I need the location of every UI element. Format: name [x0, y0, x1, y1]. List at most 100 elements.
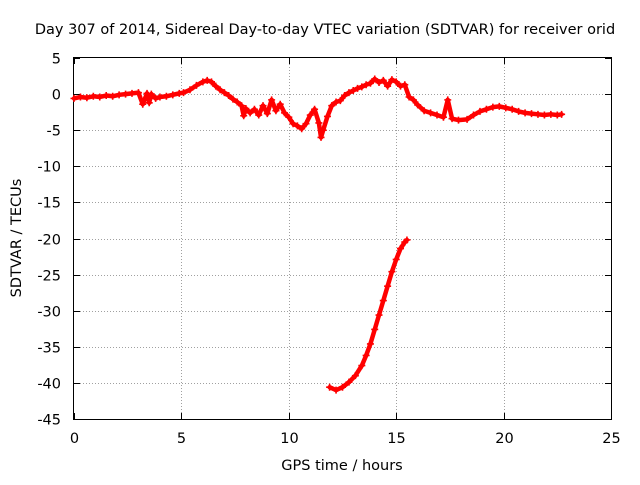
- data-point-marker: [448, 115, 456, 123]
- y-tick-label: 5: [52, 52, 61, 68]
- y-axis-label: SDTVAR / TECUs: [9, 179, 25, 298]
- data-point-marker: [289, 120, 297, 128]
- data-point-marker: [96, 93, 104, 101]
- data-point-marker: [259, 102, 267, 110]
- data-point-marker: [332, 386, 340, 394]
- y-tick-label: -45: [37, 413, 61, 429]
- data-point-marker: [328, 102, 336, 110]
- data-point-marker: [203, 76, 211, 84]
- data-point-marker: [403, 236, 411, 244]
- data-point-marker: [476, 107, 484, 115]
- data-point-marker: [540, 111, 548, 119]
- data-point-marker: [169, 91, 177, 99]
- data-point-marker: [495, 102, 503, 110]
- data-point-marker: [371, 325, 379, 333]
- data-point-marker: [482, 105, 490, 113]
- data-point-marker: [388, 76, 396, 84]
- data-point-marker: [192, 81, 200, 89]
- data-point-marker: [156, 93, 164, 101]
- data-point-marker: [220, 89, 228, 97]
- data-point-marker: [109, 92, 117, 100]
- data-point-marker: [162, 92, 170, 100]
- y-tick-label: -20: [37, 233, 61, 249]
- data-point-marker: [233, 98, 241, 106]
- data-point-marker: [396, 245, 404, 253]
- data-point-marker: [315, 119, 323, 127]
- data-point-marker: [216, 86, 224, 94]
- y-tick-label: -30: [37, 305, 61, 321]
- data-point-marker: [134, 89, 142, 97]
- chart-title: Day 307 of 2014, Sidereal Day-to-day VTE…: [35, 22, 615, 38]
- y-tick-label: -40: [37, 377, 61, 393]
- data-point-marker: [336, 97, 344, 105]
- data-point-marker: [409, 96, 417, 104]
- x-tick-label: 0: [70, 431, 79, 447]
- data-point-marker: [401, 81, 409, 89]
- data-point-marker: [558, 110, 566, 118]
- y-tick-label: -25: [37, 269, 61, 285]
- data-point-marker: [306, 111, 314, 119]
- data-point-marker: [326, 383, 334, 391]
- data-point-marker: [255, 111, 263, 119]
- data-point-marker: [186, 86, 194, 94]
- data-point-marker: [470, 111, 478, 119]
- x-axis-label: GPS time / hours: [281, 458, 402, 474]
- data-point-marker: [521, 109, 529, 117]
- data-point-marker: [528, 110, 536, 118]
- x-tick-label: 15: [387, 431, 405, 447]
- data-point-marker: [302, 120, 310, 128]
- data-point-marker: [414, 101, 422, 109]
- data-point-marker: [147, 90, 155, 98]
- data-point-marker: [122, 90, 130, 98]
- y-tick-label: -5: [47, 124, 61, 140]
- data-point-marker: [311, 105, 319, 113]
- data-point-marker: [242, 105, 250, 113]
- data-point-marker: [349, 86, 357, 94]
- data-point-marker: [276, 100, 284, 108]
- data-point-marker: [366, 79, 374, 87]
- data-point-marker: [354, 84, 362, 92]
- x-tick-label: 20: [495, 431, 513, 447]
- data-point-marker: [246, 109, 254, 117]
- data-point-marker: [379, 76, 387, 84]
- data-point-marker: [405, 93, 413, 101]
- data-point-marker: [199, 78, 207, 86]
- data-point-marker: [145, 99, 153, 107]
- data-point-marker: [293, 122, 301, 130]
- x-tick-label: 10: [280, 431, 298, 447]
- data-point-marker: [323, 112, 331, 120]
- data-point-marker: [332, 98, 340, 106]
- plot-frame: [73, 57, 612, 420]
- data-point-marker: [362, 351, 370, 359]
- data-point-marker: [207, 78, 215, 86]
- data-point-marker: [268, 96, 276, 104]
- data-point-marker: [317, 133, 325, 141]
- data-point-marker: [358, 362, 366, 370]
- data-point-marker: [392, 255, 400, 263]
- y-tick-label: -10: [37, 160, 61, 176]
- data-point-marker: [444, 96, 452, 104]
- data-point-marker: [384, 82, 392, 90]
- data-point-marker: [366, 340, 374, 348]
- data-point-marker: [341, 92, 349, 100]
- data-point-marker: [379, 297, 387, 305]
- y-tick-label: -35: [37, 341, 61, 357]
- data-point-marker: [285, 113, 293, 121]
- data-point-marker: [388, 268, 396, 276]
- data-point-marker: [534, 110, 542, 118]
- data-point-marker: [250, 105, 258, 113]
- data-point-marker: [180, 89, 188, 97]
- data-point-marker: [70, 94, 78, 102]
- data-point-marker: [515, 107, 523, 115]
- data-point-marker: [358, 83, 366, 91]
- x-tick-label: 5: [177, 431, 186, 447]
- data-point-marker: [463, 115, 471, 123]
- data-series: [70, 75, 566, 394]
- data-point-marker: [454, 116, 462, 124]
- axis-ticks: 0 5 10 15 20 25 5 0 -5 -10 -15 -20 -25 -30 -35 -40 -45: [37, 52, 620, 448]
- data-point-marker: [212, 82, 220, 90]
- data-point-marker: [420, 107, 428, 115]
- data-point-marker: [240, 112, 248, 120]
